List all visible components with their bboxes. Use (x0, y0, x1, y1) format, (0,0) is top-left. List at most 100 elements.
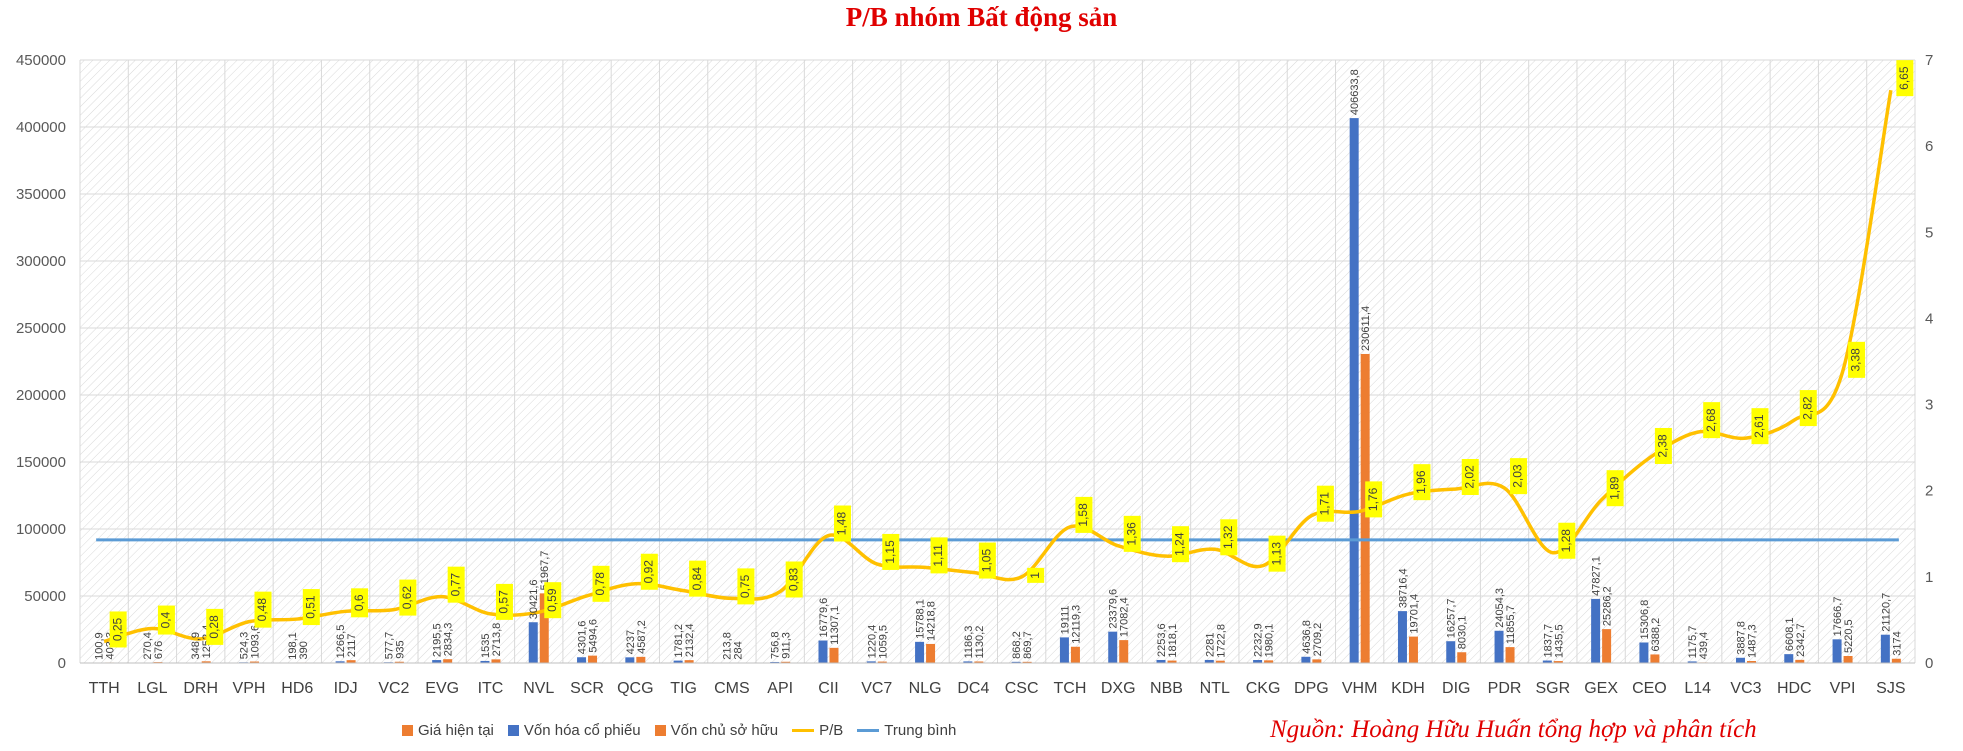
bar-von-chu-so-huu (926, 643, 936, 663)
bar-von-chu-so-huu (974, 661, 984, 663)
bar-von-chu-so-huu (684, 660, 694, 663)
bar-von-chu-so-huu (781, 661, 791, 663)
bar-value-label: 524,3 (239, 632, 251, 660)
pb-data-label: 0,77 (447, 566, 465, 603)
pb-label-box (206, 608, 224, 645)
bar-value-label: 198,1 (287, 632, 299, 660)
pb-data-label: 1,89 (1606, 470, 1624, 507)
pb-label-text: 1,13 (1269, 542, 1283, 566)
bar-von-hoa (770, 661, 780, 663)
category-label: CKG (1246, 680, 1281, 697)
pb-label-box (495, 583, 513, 620)
legend-swatch (402, 725, 413, 736)
bar-von-hoa (335, 661, 345, 663)
pb-label-box (1558, 522, 1576, 559)
bar-von-hoa (1108, 631, 1118, 663)
bar-value-label: 17082,4 (1119, 597, 1131, 637)
bar-value-label: 2253,6 (1156, 623, 1168, 657)
bar-von-hoa (528, 622, 538, 663)
legend-label: Trung bình (884, 722, 957, 739)
bar-von-hoa (1301, 656, 1311, 663)
pb-label-text: 0,25 (110, 617, 124, 641)
bar-von-chu-so-huu (1022, 661, 1032, 663)
category-label: L14 (1684, 680, 1711, 697)
pb-data-label: 0,59 (544, 582, 562, 619)
category-label: CMS (714, 680, 750, 697)
pb-label-text: 2,03 (1511, 464, 1525, 488)
bar-value-label: 16779,6 (818, 598, 830, 638)
bar-value-label: 4301,6 (577, 621, 589, 655)
pb-label-box (785, 561, 803, 598)
bar-von-hoa (1542, 660, 1552, 663)
bar-value-label: 676 (153, 641, 165, 659)
bar-value-label: 3174 (1891, 631, 1903, 655)
bar-value-label: 4587,2 (636, 620, 648, 654)
bar-value-label: 577,7 (383, 632, 395, 660)
pb-label-box (1123, 515, 1141, 552)
y-right-tick-label: 0 (1925, 655, 1933, 672)
legend-label: Giá hiện tại (418, 722, 494, 739)
pb-data-label: 0,78 (592, 565, 610, 602)
pb-data-label: 0,48 (254, 591, 272, 628)
pb-label-text: 0,4 (159, 611, 173, 628)
bar-von-hoa (1059, 637, 1069, 663)
pb-label-box (1027, 567, 1045, 583)
bar-value-label: 2342,7 (1795, 623, 1807, 657)
category-label: VHM (1342, 680, 1378, 697)
bar-von-chu-so-huu (1119, 640, 1129, 663)
pb-data-label: 3,38 (1848, 341, 1866, 378)
category-label: DIG (1442, 680, 1470, 697)
pb-label-text: 0,51 (303, 595, 317, 619)
bar-von-hoa (915, 641, 925, 663)
bar-von-chu-so-huu (394, 661, 404, 663)
category-label: IDJ (334, 680, 358, 697)
pb-label-box (1365, 481, 1383, 518)
pb-label-text: 1,58 (1076, 503, 1090, 527)
bar-value-label: 8030,1 (1457, 616, 1469, 650)
bar-value-label: 24054,3 (1494, 588, 1506, 628)
pb-label-text: 6,65 (1897, 66, 1911, 90)
bar-value-label: 1175,7 (1687, 626, 1699, 659)
bar-value-label: 100,9 (94, 632, 106, 660)
y-right-tick-label: 2 (1925, 483, 1933, 500)
bar-value-label: 2232,9 (1253, 623, 1265, 657)
bar-von-hoa (577, 657, 587, 663)
bar-von-chu-so-huu (1457, 652, 1467, 663)
pb-data-label: 1,28 (1558, 522, 1576, 559)
pb-data-label: 6,65 (1896, 60, 1914, 97)
bar-von-hoa (963, 661, 973, 663)
bar-value-label: 390 (298, 641, 310, 659)
legend: Giá hiện tại Vốn hóa cổ phiếu Vốn chủ sở h… (402, 722, 956, 739)
pb-label-text: 1,05 (980, 549, 994, 573)
y-left-tick-label: 250000 (16, 320, 66, 337)
bar-value-label: 284 (732, 641, 744, 659)
category-label: API (767, 680, 793, 697)
bar-von-hoa (866, 661, 876, 663)
pb-label-text: 1,48 (835, 512, 849, 536)
pb-data-label: 0,62 (399, 579, 417, 616)
bar-value-label: 439,4 (1698, 632, 1710, 660)
bar-von-hoa (1204, 659, 1214, 663)
bar-value-label: 1487,3 (1746, 624, 1758, 658)
pb-label-box (1703, 402, 1721, 439)
pb-data-label: 0,84 (689, 560, 707, 597)
pb-label-box (157, 605, 175, 635)
category-label: PDR (1488, 680, 1522, 697)
pb-data-label: 0,4 (157, 605, 175, 635)
bar-von-hoa (1832, 639, 1842, 663)
bar-value-label: 1186,3 (963, 626, 975, 659)
pb-label-text: 1,28 (1559, 529, 1573, 553)
bar-value-label: 11307,1 (829, 606, 841, 645)
bar-von-chu-so-huu (539, 593, 549, 663)
pb-data-label: 1,13 (1268, 535, 1286, 572)
pb-data-label: 2,03 (1510, 458, 1528, 495)
category-label: CII (818, 680, 838, 697)
legend-item: Trung bình (857, 722, 956, 739)
pb-data-label: 1,58 (1075, 496, 1093, 533)
pb-label-text: 0,28 (207, 615, 221, 639)
pb-label-box (592, 565, 610, 602)
pb-label-box (351, 588, 369, 618)
category-label: TCH (1053, 680, 1086, 697)
pb-label-text: 0,84 (690, 567, 704, 591)
bar-value-label: 21120,7 (1880, 593, 1892, 632)
